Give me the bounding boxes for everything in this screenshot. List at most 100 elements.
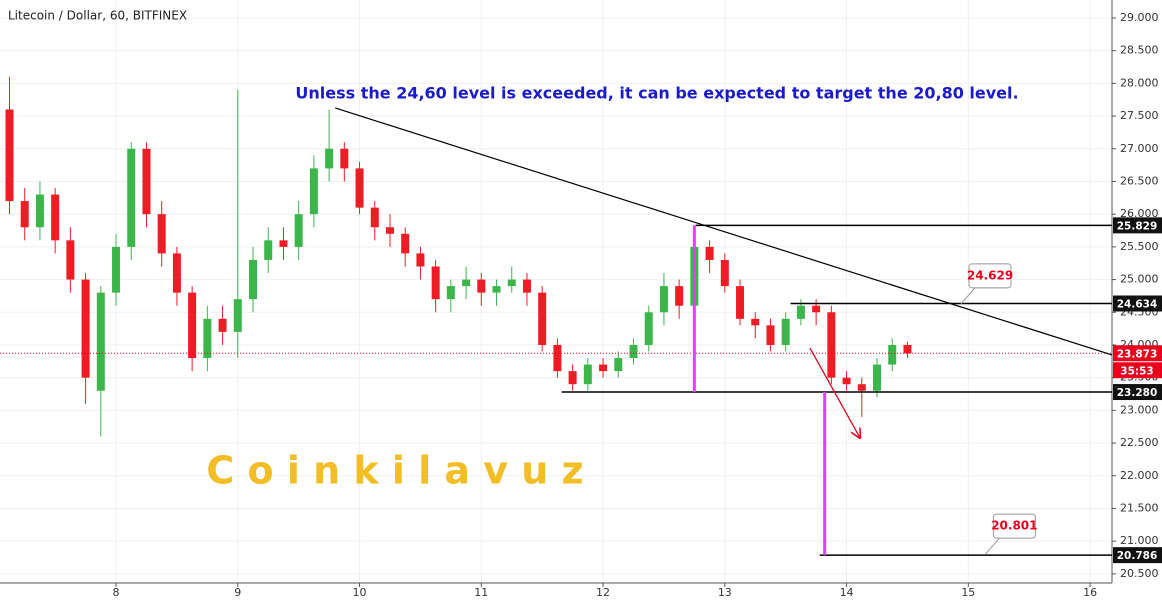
candle-body [492,286,501,293]
x-tick-label: 9 [234,586,241,599]
candle-body [614,358,623,372]
candle-body [431,266,440,300]
candle-body [172,253,181,293]
candle-body [401,233,410,254]
annotation: Unless the 24,60 level is exceeded, it c… [295,84,1018,103]
candle-body [568,371,577,385]
countdown-label: 35:53 [1120,365,1153,377]
candle-body [599,364,608,372]
y-tick-label: 25.000 [1120,273,1159,286]
candle-body [446,286,455,300]
candle-body [736,286,745,319]
candle-body [112,246,121,293]
y-tick-label: 22.500 [1120,436,1159,449]
candle-body [157,214,166,254]
candle-body [203,318,212,359]
price-tag [1113,345,1162,362]
watermark: C o i n k i l a v u z [206,449,583,493]
candle-body [370,207,379,228]
candle-body [766,325,775,345]
x-tick-label: 11 [474,586,488,599]
candle-body [812,305,821,313]
y-tick-label: 21.000 [1120,534,1159,547]
candle-body [857,384,866,391]
candle-body [294,214,303,247]
price-tag-label: 23.873 [1117,348,1158,360]
candle-body [553,344,562,372]
candle-body [385,227,394,234]
candle-body [20,201,29,228]
y-tick-label: 25.500 [1120,240,1159,253]
callout-box [968,263,1012,289]
candle-body [66,240,75,280]
callout-label: 20.801 [991,519,1037,533]
price-tag [1113,384,1162,401]
price-tag-label: 23.280 [1117,387,1158,399]
candle-body [705,246,714,260]
chart-title: Litecoin / Dollar, 60, BITFINEX [8,9,187,23]
grid [0,0,1112,583]
candle-body [903,344,912,354]
y-tick-label: 29.000 [1120,11,1159,24]
candle-body [51,194,60,241]
x-tick-label: 13 [718,586,732,599]
candle-body [218,318,227,332]
candle-body [659,286,668,313]
candle-body [538,292,547,345]
price-tag [1113,295,1162,312]
candle-body [5,109,14,202]
candle-body [142,148,151,215]
candle-body [96,292,105,391]
y-tick-label: 28.000 [1120,76,1159,89]
price-tag [1113,547,1162,564]
y-tick-label: 21.500 [1120,501,1159,514]
candle-body [477,279,486,293]
callout-pointer [960,287,976,305]
candle-body [796,305,805,319]
price-tag-label: 24.634 [1117,299,1158,311]
arrow [809,347,860,438]
candle-body [81,279,90,378]
candle-body [188,292,197,359]
x-tick-label: 8 [113,586,120,599]
candle-body [279,240,288,247]
price-tag-label: 20.786 [1117,550,1158,562]
candle-body [340,148,349,169]
x-tick-label: 12 [596,586,610,599]
candle-body [507,279,516,287]
candle-body [355,168,364,208]
candle-body [583,364,592,385]
y-tick-label: 23.000 [1120,403,1159,416]
candle-body [675,286,684,306]
candle-body [827,312,836,378]
trendline [335,107,1113,356]
candle-body [751,318,760,326]
candle-body [309,168,318,215]
callout-box [992,513,1036,539]
x-tick-label: 14 [840,586,854,599]
candle-body [325,148,334,169]
x-tick-label: 10 [353,586,367,599]
candle-body [873,364,882,391]
y-tick-label: 20.500 [1120,567,1159,580]
candle-body [462,279,471,287]
candle-body [842,377,851,385]
y-tick-label: 28.500 [1120,44,1159,57]
candle-body [416,253,425,267]
candle-body [781,318,790,345]
x-tick-label: 16 [1083,586,1097,599]
candle-body [522,279,531,293]
candle-body [233,299,242,332]
candle-body [264,240,273,260]
y-tick-label: 22.000 [1120,469,1159,482]
price-tag [1113,217,1162,234]
callout-pointer [984,537,1000,555]
callout-label: 24.629 [967,268,1013,282]
y-tick-label: 26.500 [1120,174,1159,187]
countdown-tag [1113,362,1162,379]
y-tick-label: 27.000 [1120,142,1159,155]
candle-body [720,259,729,287]
candle-body [629,344,638,359]
candle-body [888,344,897,365]
